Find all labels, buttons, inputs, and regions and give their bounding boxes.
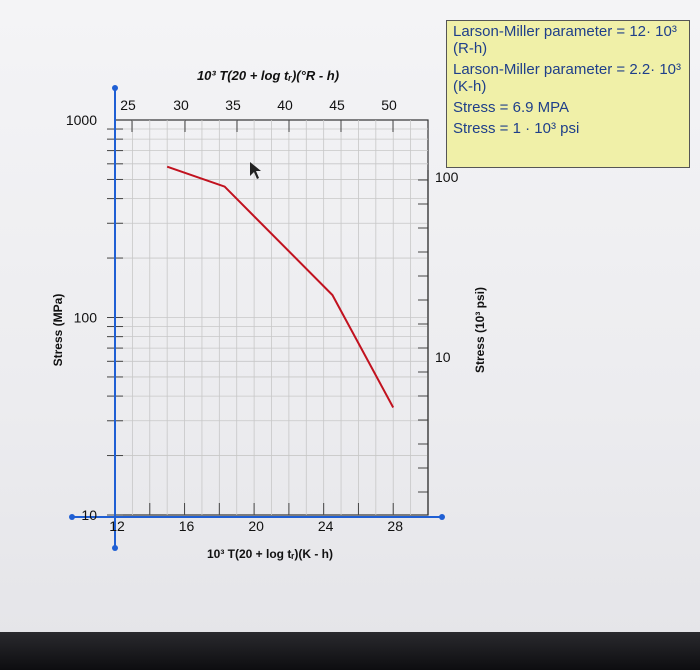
- bottom-tick-label: 24: [318, 518, 334, 534]
- right-tick-label: 10: [435, 349, 451, 365]
- left-axis-top-handle[interactable]: [112, 85, 118, 91]
- bottom-tick-label: 12: [109, 518, 125, 534]
- info-line-1: Larson-Miller parameter = 12· 10³ (R-h): [453, 23, 677, 57]
- info-line-2: Larson-Miller parameter = 2.2· 10³ (K-h): [453, 61, 682, 95]
- bottom-tick-label: 28: [387, 518, 403, 534]
- top-tick-label: 30: [173, 97, 189, 113]
- bottom-axis-right-handle[interactable]: [439, 514, 445, 520]
- series-line: [166, 165, 395, 408]
- info-line-4: Stress = 1 · 10³ psi: [453, 120, 580, 137]
- left-tick-label: 10: [81, 507, 97, 523]
- top-axis-label: 10³ T(20 + log tᵣ)(°R - h): [197, 68, 339, 83]
- left-axis-label: Stress (MPa): [51, 294, 65, 367]
- monitor-bezel: [0, 632, 700, 670]
- bottom-axis-label: 10³ T(20 + log tᵣ)(K - h): [207, 547, 333, 561]
- left-tick-label: 100: [74, 310, 98, 326]
- right-tick-label: 100: [435, 169, 459, 185]
- tick-labels: 25 30 35 40 45 50 12 16 20 24 28 1000 100 10 100 10: [66, 97, 459, 534]
- bottom-tick-label: 20: [248, 518, 264, 534]
- top-tick-label: 50: [381, 97, 397, 113]
- top-tick-label: 25: [120, 97, 136, 113]
- top-tick-label: 35: [225, 97, 241, 113]
- left-tick-label: 1000: [66, 112, 97, 128]
- bottom-axis-left-handle[interactable]: [69, 514, 75, 520]
- info-line-3: Stress = 6.9 MPA: [453, 99, 570, 116]
- right-axis-label: Stress (10³ psi): [473, 287, 487, 373]
- left-axis-bottom-handle[interactable]: [112, 545, 118, 551]
- info-box: Larson-Miller parameter = 12· 10³ (R-h) …: [446, 20, 690, 168]
- top-tick-label: 45: [329, 97, 345, 113]
- bottom-tick-label: 16: [179, 518, 195, 534]
- top-tick-label: 40: [277, 97, 293, 113]
- grid: [115, 120, 428, 515]
- larson-miller-chart: 10³ T(20 + log tᵣ)(°R - h) 10³ T(20 + lo…: [51, 68, 487, 561]
- mouse-cursor-icon: [250, 162, 261, 179]
